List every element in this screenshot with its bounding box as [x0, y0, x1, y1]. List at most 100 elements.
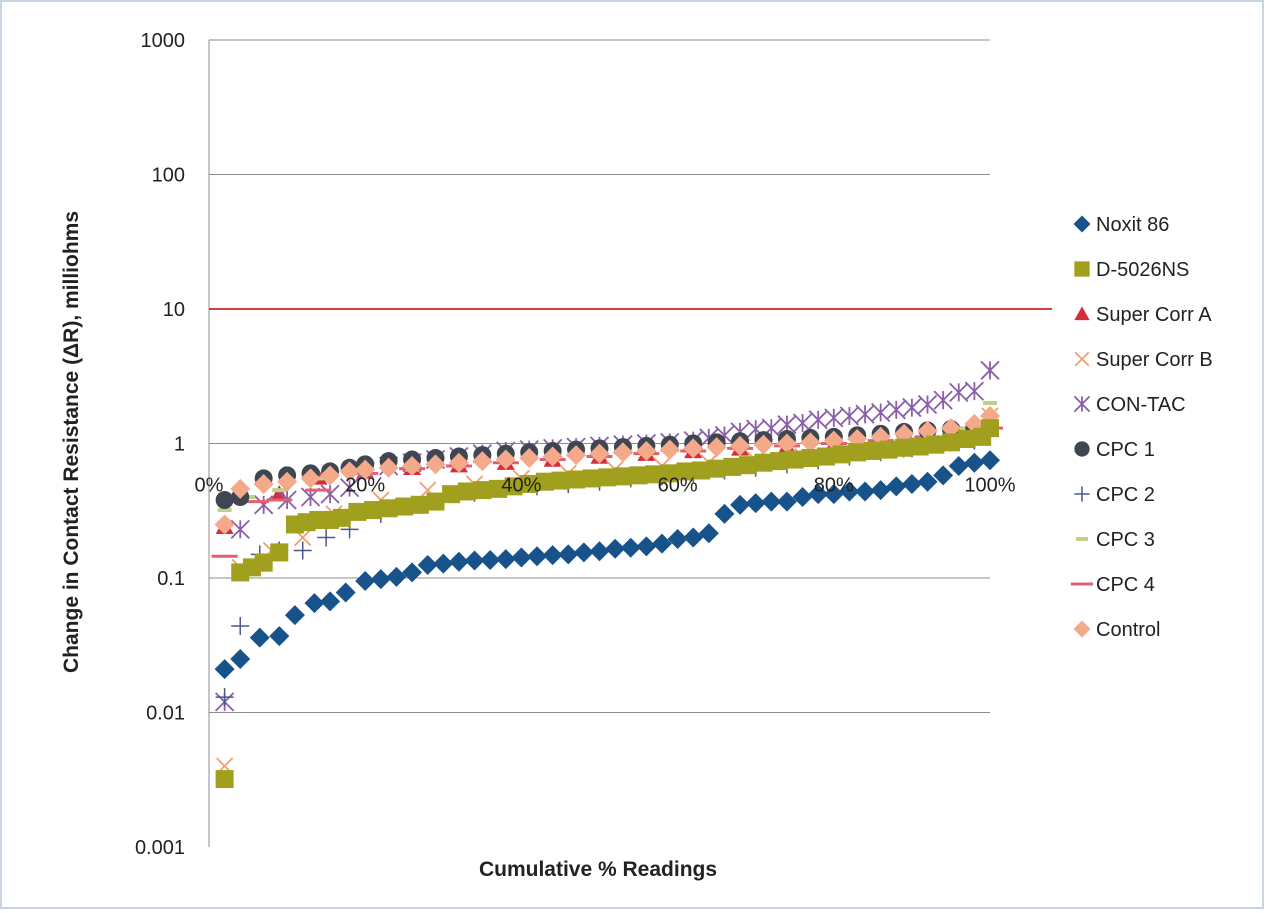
legend-item-cpc-3: CPC 3 — [1076, 529, 1155, 551]
data-point — [620, 537, 641, 558]
data-point — [707, 459, 726, 478]
x-tick-label: 20% — [345, 475, 385, 497]
data-point — [589, 541, 610, 562]
legend-item-super-corr-b: Super Corr B — [1074, 349, 1213, 371]
data-point — [473, 481, 492, 500]
legend-item-cpc-4: CPC 4 — [1070, 574, 1155, 596]
data-point — [613, 467, 632, 486]
data-point — [215, 491, 234, 510]
legend-label: CPC 3 — [1096, 529, 1155, 551]
data-point — [645, 465, 664, 484]
data-point — [410, 495, 429, 514]
legend-item-d-5026ns: D-5026NS — [1074, 259, 1189, 281]
data-point — [667, 528, 688, 549]
data-point — [457, 482, 476, 501]
data-point — [855, 481, 876, 502]
data-point — [320, 591, 341, 612]
data-point — [676, 462, 695, 481]
data-point — [714, 503, 735, 524]
data-point — [567, 470, 586, 489]
data-point — [855, 404, 875, 424]
data-point — [378, 457, 399, 478]
data-point — [980, 450, 1000, 471]
data-point — [519, 448, 540, 469]
data-point — [488, 479, 507, 498]
data-point — [738, 456, 757, 475]
data-point — [948, 456, 969, 477]
legend-item-cpc-1: CPC 1 — [1074, 439, 1155, 461]
data-point — [879, 440, 898, 459]
data-point — [816, 447, 835, 466]
data-point — [660, 464, 679, 483]
x-tick-label: 100% — [964, 475, 1015, 497]
data-point — [335, 582, 356, 603]
data-point — [495, 449, 516, 470]
legend-marker — [1073, 215, 1091, 233]
legend-label: CPC 2 — [1096, 484, 1155, 506]
series-con-tac — [214, 360, 1000, 712]
data-point — [300, 468, 321, 489]
data-point — [933, 465, 954, 486]
data-point — [551, 471, 570, 490]
data-point — [433, 553, 454, 574]
data-point — [933, 390, 953, 410]
x-tick-label: 80% — [814, 475, 854, 497]
data-point — [598, 468, 617, 487]
legend-label: CPC 4 — [1096, 574, 1155, 596]
legend-marker — [1073, 395, 1091, 413]
data-point — [402, 456, 423, 477]
data-point — [339, 477, 360, 498]
data-point — [402, 562, 423, 583]
data-point — [425, 454, 446, 475]
data-point — [230, 478, 251, 499]
data-point — [761, 491, 782, 512]
data-point — [442, 485, 461, 504]
series-control — [214, 406, 1000, 535]
data-point — [214, 659, 235, 680]
data-point — [917, 394, 938, 415]
data-point — [886, 400, 906, 420]
data-point — [730, 435, 751, 456]
data-point — [910, 437, 929, 456]
data-point — [511, 547, 532, 568]
legend-item-super-corr-a: Super Corr A — [1074, 304, 1212, 326]
series-d-5026ns — [215, 419, 999, 789]
data-point — [355, 570, 376, 591]
data-point — [320, 484, 340, 504]
data-point — [629, 466, 648, 485]
data-point — [215, 688, 234, 707]
data-point — [231, 616, 250, 635]
y-tick-label: 1 — [174, 434, 185, 456]
legend-marker — [1074, 351, 1090, 367]
data-point — [395, 497, 414, 516]
data-point — [284, 605, 305, 626]
data-point — [504, 477, 523, 496]
data-point — [870, 480, 891, 501]
series-noxit-86 — [214, 450, 1000, 680]
legend-label: Super Corr A — [1096, 304, 1212, 326]
data-point — [636, 536, 657, 557]
data-point — [448, 452, 469, 473]
data-point — [520, 474, 539, 493]
data-point — [808, 484, 829, 505]
legend-label: D-5026NS — [1096, 259, 1189, 281]
data-point — [230, 648, 251, 669]
data-point — [636, 440, 657, 461]
data-point — [659, 439, 680, 460]
data-point — [839, 481, 860, 502]
legend-label: Control — [1096, 619, 1160, 641]
data-point — [926, 435, 945, 454]
x-tick-labels: 0% 20% 40% 60% 80% 100% — [195, 475, 1016, 497]
x-tick-label: 60% — [658, 475, 698, 497]
data-point — [801, 449, 820, 468]
legend-label: CON-TAC — [1096, 394, 1186, 416]
data-point — [304, 593, 325, 614]
data-point — [386, 566, 407, 587]
data-point — [792, 487, 813, 508]
data-point — [270, 543, 289, 562]
data-point — [364, 501, 383, 520]
data-point — [558, 544, 579, 565]
legend: Noxit 86 D-5026NS Super Corr A Super Corr B… — [1070, 214, 1213, 641]
